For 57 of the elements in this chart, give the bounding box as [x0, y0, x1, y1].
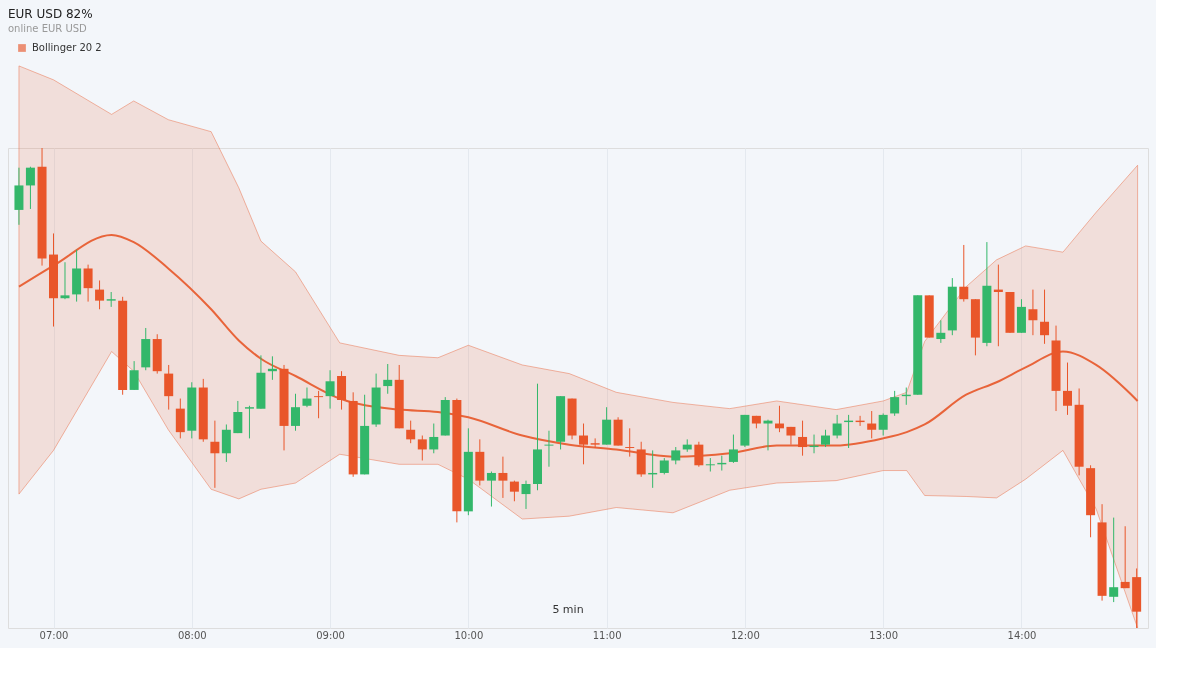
candlestick: [486, 471, 496, 508]
x-tick-label: 12:00: [730, 629, 760, 641]
candlestick: [705, 457, 715, 473]
candlestick: [221, 423, 231, 463]
candlestick: [498, 456, 508, 499]
candlestick: [1028, 289, 1038, 336]
candlestick: [233, 400, 243, 434]
candlestick: [83, 264, 93, 303]
candlestick: [164, 364, 174, 411]
x-tick-label: 08:00: [177, 629, 207, 641]
candlestick: [1109, 517, 1119, 603]
candlestick: [694, 441, 704, 468]
candlestick: [95, 279, 105, 310]
candlestick: [1120, 525, 1130, 589]
candlestick: [129, 360, 139, 391]
candlestick: [544, 430, 554, 468]
candlestick: [325, 369, 335, 410]
candlestick: [337, 370, 347, 411]
candlestick: [429, 423, 439, 454]
x-tick-label: 07:00: [39, 629, 69, 641]
candlestick: [417, 435, 427, 461]
candlestick: [509, 480, 519, 502]
candlestick: [60, 261, 70, 300]
candlestick: [959, 244, 969, 303]
candlestick: [798, 420, 808, 457]
candlestick: [890, 390, 900, 417]
x-tick-label: 14:00: [1007, 629, 1037, 641]
candlestick: [867, 410, 877, 439]
legend-label: Bollinger 20 2: [32, 42, 102, 53]
candlestick: [175, 398, 185, 439]
chart-subtitle: online EUR USD: [8, 23, 88, 34]
x-tick-label: 11:00: [592, 629, 622, 641]
candlestick: [291, 393, 300, 432]
x-tick-label: 13:00: [869, 629, 899, 641]
candlestick: [786, 426, 796, 446]
candlestick: [25, 166, 35, 210]
candlestick: [625, 427, 635, 458]
candlestick: [1040, 289, 1050, 345]
candlestick: [832, 414, 842, 439]
candlestick: [579, 423, 589, 465]
candlestick: [1063, 362, 1072, 416]
candlestick: [728, 434, 738, 464]
candlestick: [244, 405, 254, 439]
candlestick: [314, 390, 324, 419]
x-tick-label: 09:00: [316, 629, 345, 641]
candlestick: [210, 420, 220, 489]
candlestick: [763, 419, 773, 451]
annotation: 5 min: [552, 603, 584, 616]
candlestick: [406, 420, 416, 444]
candlestick: [302, 387, 312, 408]
candlestick: [878, 412, 888, 437]
x-tick-label: 10:00: [454, 629, 484, 641]
candlestick: [383, 363, 393, 395]
candlestick: [521, 480, 531, 510]
chart-title: EUR USD 82%: [8, 7, 93, 21]
candlestick: [936, 319, 946, 344]
candlestick: [590, 437, 600, 449]
